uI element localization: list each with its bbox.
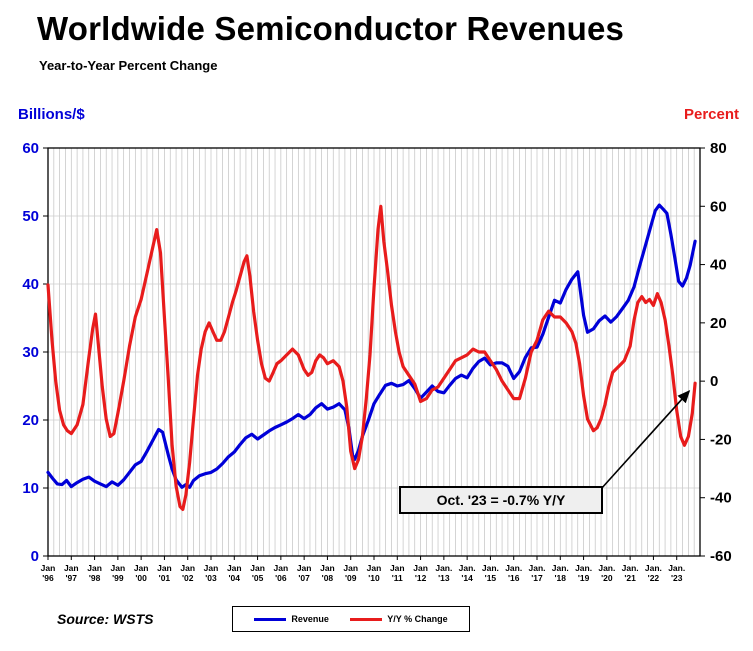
legend-label-revenue: Revenue — [291, 614, 329, 624]
x-tick-label-year: '03 — [205, 573, 217, 583]
left-axis-title: Billions/$ — [18, 106, 85, 123]
x-tick-label-year: '02 — [182, 573, 194, 583]
revenue-line-swatch — [254, 617, 287, 621]
x-tick-label-month: Jan — [157, 563, 172, 573]
x-tick-label-month: Jan — [227, 563, 242, 573]
x-tick-label-month: Jan. — [552, 563, 569, 573]
x-tick-label-month: Jan. — [505, 563, 522, 573]
x-tick-label-year: '13 — [438, 573, 450, 583]
right-axis-tick-label: -60 — [710, 548, 732, 565]
revenue-line — [46, 203, 697, 489]
x-tick-label-year: '05 — [252, 573, 264, 583]
right-axis-tick-label: -40 — [710, 490, 732, 507]
x-tick-label-year: '14 — [461, 573, 473, 583]
legend-item-revenue: Revenue — [254, 614, 329, 624]
x-tick-label-month: Jan. — [645, 563, 662, 573]
right-axis-tick-label: 60 — [710, 198, 727, 215]
x-tick-label-year: '15 — [485, 573, 497, 583]
legend-label-yoy: Y/Y % Change — [387, 614, 448, 624]
x-tick-label-year: '20 — [601, 573, 613, 583]
x-tick-label-month: Jan — [297, 563, 312, 573]
left-axis-tick-label: 10 — [22, 480, 39, 497]
page-subtitle: Year-to-Year Percent Change — [39, 58, 218, 73]
x-tick-label-year: '21 — [624, 573, 636, 583]
x-tick-label-month: Jan. — [435, 563, 452, 573]
yoy-change-line — [46, 204, 697, 511]
left-axis-tick-label: 20 — [22, 412, 39, 429]
x-tick-label-year: '12 — [415, 573, 427, 583]
left-axis-tick-label: 30 — [22, 344, 39, 361]
x-tick-label-year: '23 — [671, 573, 683, 583]
x-tick-label-year: '01 — [159, 573, 171, 583]
right-axis-tick-label: 20 — [710, 315, 727, 332]
left-axis-tick-label: 0 — [31, 548, 39, 565]
x-tick-label-month: Jan — [64, 563, 79, 573]
x-tick-label-month: Jan — [413, 563, 428, 573]
annotation-text: Oct. '23 = -0.7% Y/Y — [436, 492, 566, 508]
legend-box: Revenue Y/Y % Change — [232, 606, 470, 632]
x-tick-label-month: Jan. — [459, 563, 476, 573]
x-tick-label-year: '11 — [392, 573, 403, 583]
source-text: Source: WSTS — [57, 611, 154, 627]
yoy-line-swatch — [350, 617, 383, 621]
x-tick-label-year: '10 — [368, 573, 380, 583]
left-axis-tick-label: 40 — [22, 276, 39, 293]
x-tick-label-year: '06 — [275, 573, 287, 583]
x-tick-label-month: Jan — [250, 563, 265, 573]
x-tick-label-year: '00 — [135, 573, 147, 583]
annotation-box: Oct. '23 = -0.7% Y/Y — [399, 486, 603, 514]
x-tick-label-year: '19 — [578, 573, 590, 583]
x-tick-label-month: Jan — [390, 563, 405, 573]
x-tick-label-year: '98 — [89, 573, 101, 583]
right-axis-title: Percent — [683, 106, 739, 123]
x-tick-label-year: '96 — [42, 573, 54, 583]
legend-item-yoy: Y/Y % Change — [350, 614, 448, 624]
annotation-arrow — [600, 389, 691, 490]
x-tick-label-year: '04 — [229, 573, 241, 583]
x-tick-label-month: Jan — [320, 563, 335, 573]
x-tick-label-month: Jan. — [528, 563, 545, 573]
x-tick-label-month: Jan — [134, 563, 149, 573]
x-tick-label-month: Jan — [41, 563, 56, 573]
x-tick-label-year: '08 — [322, 573, 334, 583]
x-tick-label-month: Jan. — [668, 563, 685, 573]
left-axis-tick-label: 50 — [22, 208, 39, 225]
x-tick-label-year: '18 — [555, 573, 567, 583]
x-tick-label-month: Jan — [111, 563, 126, 573]
x-tick-label-year: '99 — [112, 573, 124, 583]
x-tick-label-month: Jan — [204, 563, 219, 573]
x-tick-label-month: Jan. — [598, 563, 615, 573]
right-axis-tick-label: 40 — [710, 257, 727, 274]
x-tick-label-month: Jan — [180, 563, 195, 573]
x-tick-label-month: Jan — [274, 563, 289, 573]
x-tick-label-month: Jan. — [482, 563, 499, 573]
x-tick-label-month: Jan — [87, 563, 102, 573]
x-tick-label-year: '22 — [648, 573, 660, 583]
x-tick-label-year: '97 — [66, 573, 78, 583]
left-axis-tick-label: 60 — [22, 140, 39, 157]
x-tick-label-month: Jan — [343, 563, 358, 573]
x-tick-label-year: '16 — [508, 573, 520, 583]
x-tick-label-year: '07 — [298, 573, 310, 583]
page-title: Worldwide Semiconductor Revenues — [37, 10, 625, 47]
right-axis-tick-label: 0 — [710, 373, 718, 390]
right-axis-tick-label: -20 — [710, 431, 732, 448]
x-tick-label-year: '09 — [345, 573, 357, 583]
x-tick-label-month: Jan. — [575, 563, 592, 573]
x-tick-label-month: Jan — [367, 563, 382, 573]
right-axis-tick-label: 80 — [710, 140, 727, 157]
x-tick-label-year: '17 — [531, 573, 543, 583]
x-tick-label-month: Jan. — [622, 563, 639, 573]
